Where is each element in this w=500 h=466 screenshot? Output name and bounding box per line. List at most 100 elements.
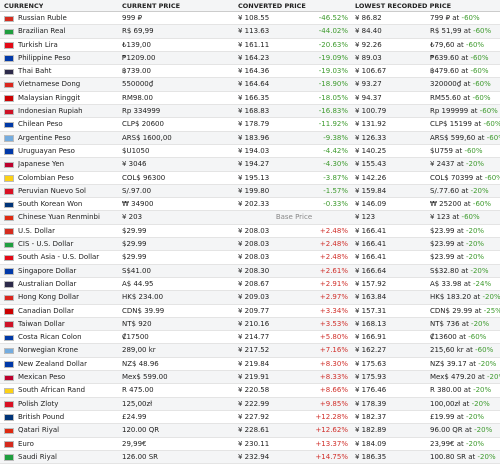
currency-name: Costa Rican Colon	[18, 333, 82, 342]
current-price: CLP$ 20600	[122, 120, 164, 129]
price-change: -44.02%	[318, 27, 348, 36]
currency-row: Canadian Dollar CDN$ 39.99 ¥ 209.77 +3.34% ¥…	[0, 305, 500, 318]
currency-row: Qatari Riyal 120.00 QR ¥ 228.61 +12.62% ¥ 18…	[0, 424, 500, 438]
currency-row: Uruguayan Peso $U1050 ¥ 194.03 -4.42% ¥ 140.…	[0, 145, 500, 159]
lowest-discount: -20%	[466, 412, 485, 421]
currency-row: Philippine Peso ₱1209.00 ¥ 164.23 -19.09% ¥ …	[0, 51, 500, 66]
lowest-discount: -20%	[474, 426, 493, 435]
lowest-converted: ¥ 178.39	[355, 399, 387, 408]
lowest-amount: ₱639.60 at	[430, 53, 469, 62]
currency-row: Thai Baht ฿739.00 ¥ 164.36 -19.03% ¥ 106.67 ฿…	[0, 65, 500, 79]
price-change: -20.63%	[318, 40, 348, 49]
lowest-converted: ¥ 84.40	[355, 27, 382, 36]
currency-name: Singapore Dollar	[18, 266, 77, 275]
lowest-price: $U759 at -60%	[430, 145, 500, 158]
lowest-price: ₡13600 at -60%	[430, 331, 500, 344]
converted-price: ¥ 178.79	[238, 120, 270, 129]
flag-icon	[4, 308, 14, 315]
flag-icon	[4, 228, 14, 235]
currency-row: Chilean Peso CLP$ 20600 ¥ 178.79 -11.92% ¥ 1…	[0, 118, 500, 132]
flag-icon	[4, 401, 14, 408]
lowest-amount: CDN$ 29.99 at	[430, 306, 482, 315]
lowest-price: CLP$ 15199 at -60%	[430, 118, 500, 131]
current-price: 550000₫	[122, 80, 154, 89]
price-change: -4.30%	[323, 160, 348, 169]
lowest-discount: -60%	[483, 120, 500, 129]
flag-icon	[4, 374, 14, 382]
lowest-amount: $23.99 at	[430, 253, 464, 262]
lowest-price: Rp 199999 at -60%	[430, 105, 500, 118]
flag-icon	[4, 55, 14, 62]
converted-price: ¥ 164.23	[238, 53, 270, 62]
lowest-discount: -20%	[466, 160, 485, 169]
converted-price: ¥ 209.03	[238, 293, 270, 302]
lowest-amount: RM55.60 at	[430, 93, 471, 102]
lowest-converted: ¥ 182.89	[355, 426, 387, 435]
lowest-price: ₺79,60 at -60%	[430, 39, 500, 52]
lowest-price: CDN$ 29.99 at -25%	[430, 305, 500, 318]
converted-price: ¥ 214.77	[238, 333, 270, 342]
currency-name: South Asia - U.S. Dollar	[18, 253, 100, 262]
lowest-converted: ¥ 89.03	[355, 53, 382, 62]
lowest-price: 799 ₽ at -60%	[430, 12, 500, 25]
converted-price: ¥ 208.67	[238, 279, 270, 288]
price-change: +12.62%	[315, 426, 348, 435]
flag-icon	[4, 441, 14, 448]
currency-row: Japanese Yen ¥ 3046 ¥ 194.27 -4.30% ¥ 155.43…	[0, 158, 500, 172]
lowest-converted: ¥ 166.41	[355, 253, 387, 262]
lowest-discount: -20%	[482, 293, 500, 302]
lowest-converted: ¥ 166.41	[355, 240, 387, 249]
currency-row: Indonesian Rupiah Rp 334999 ¥ 168.83 -16.83…	[0, 105, 500, 119]
currency-row: Taiwan Dollar NT$ 920 ¥ 210.16 +3.53% ¥ 168.…	[0, 317, 500, 332]
converted-price: ¥ 194.03	[238, 146, 270, 155]
flag-icon	[4, 414, 14, 421]
currency-name: New Zealand Dollar	[18, 359, 87, 368]
currency-row: Saudi Riyal 126.00 SR ¥ 232.94 +14.75% ¥ 186…	[0, 450, 500, 465]
currency-row: South Korean Won ₩ 34900 ¥ 202.33 -0.33% ¥ 1…	[0, 198, 500, 212]
current-price: S/.97.00	[122, 186, 152, 195]
converted-price: ¥ 209.77	[238, 306, 270, 315]
lowest-amount: Rp 199999 at	[430, 107, 478, 116]
lowest-discount: -20%	[470, 186, 489, 195]
lowest-price: 215,60 kr at -60%	[430, 344, 500, 357]
lowest-price: 100.80 SR at -20%	[430, 451, 500, 464]
price-change: +2.48%	[319, 226, 348, 235]
lowest-amount: £19.99 at	[430, 412, 464, 421]
lowest-converted: ¥ 163.84	[355, 293, 387, 302]
lowest-converted: ¥ 100.79	[355, 107, 387, 116]
price-change: +8.30%	[319, 359, 348, 368]
current-price: £24.99	[122, 412, 147, 421]
currency-name: Argentine Peso	[18, 133, 71, 142]
lowest-price: RM55.60 at -60%	[430, 92, 500, 105]
currency-row: Australian Dollar A$ 44.95 ¥ 208.67 +2.91% ¥…	[0, 278, 500, 292]
price-change: -3.87%	[323, 173, 348, 182]
lowest-price: 23,99€ at -20%	[430, 438, 500, 451]
currency-name: Thai Baht	[18, 67, 52, 76]
lowest-amount: R 380.00 at	[430, 386, 471, 395]
lowest-converted: ¥ 86.82	[355, 14, 382, 22]
currency-name: U.S. Dollar	[18, 226, 55, 235]
lowest-discount: -20%	[478, 359, 497, 368]
lowest-discount: -60%	[475, 346, 494, 355]
lowest-discount: -60%	[484, 173, 500, 182]
current-price: R 475.00	[122, 386, 154, 395]
flag-icon	[4, 454, 14, 461]
currency-name: Japanese Yen	[18, 160, 65, 169]
lowest-converted: ¥ 186.35	[355, 452, 387, 461]
lowest-discount: -60%	[468, 333, 487, 342]
current-price: ₱1209.00	[122, 53, 156, 62]
lowest-discount: -60%	[472, 200, 492, 209]
price-change: +12.28%	[315, 412, 348, 421]
currency-row: Peruvian Nuevo Sol S/.97.00 ¥ 199.80 -1.57%…	[0, 184, 500, 199]
currency-row: Mexican Peso Mex$ 599.00 ¥ 219.91 +8.33% ¥ 1…	[0, 371, 500, 385]
lowest-price: $23.99 at -20%	[430, 238, 500, 251]
converted-price: ¥ 227.92	[238, 412, 270, 421]
flag-icon	[4, 281, 14, 288]
lowest-discount: -20%	[471, 319, 490, 328]
converted-price: ¥ 161.11	[238, 40, 270, 49]
price-change: +8.33%	[319, 373, 348, 382]
flag-icon	[4, 15, 14, 22]
converted-price: ¥ 220.58	[238, 386, 270, 395]
lowest-price: ¥ 123 at -60%	[430, 211, 500, 224]
lowest-converted: ¥ 166.41	[355, 226, 387, 235]
